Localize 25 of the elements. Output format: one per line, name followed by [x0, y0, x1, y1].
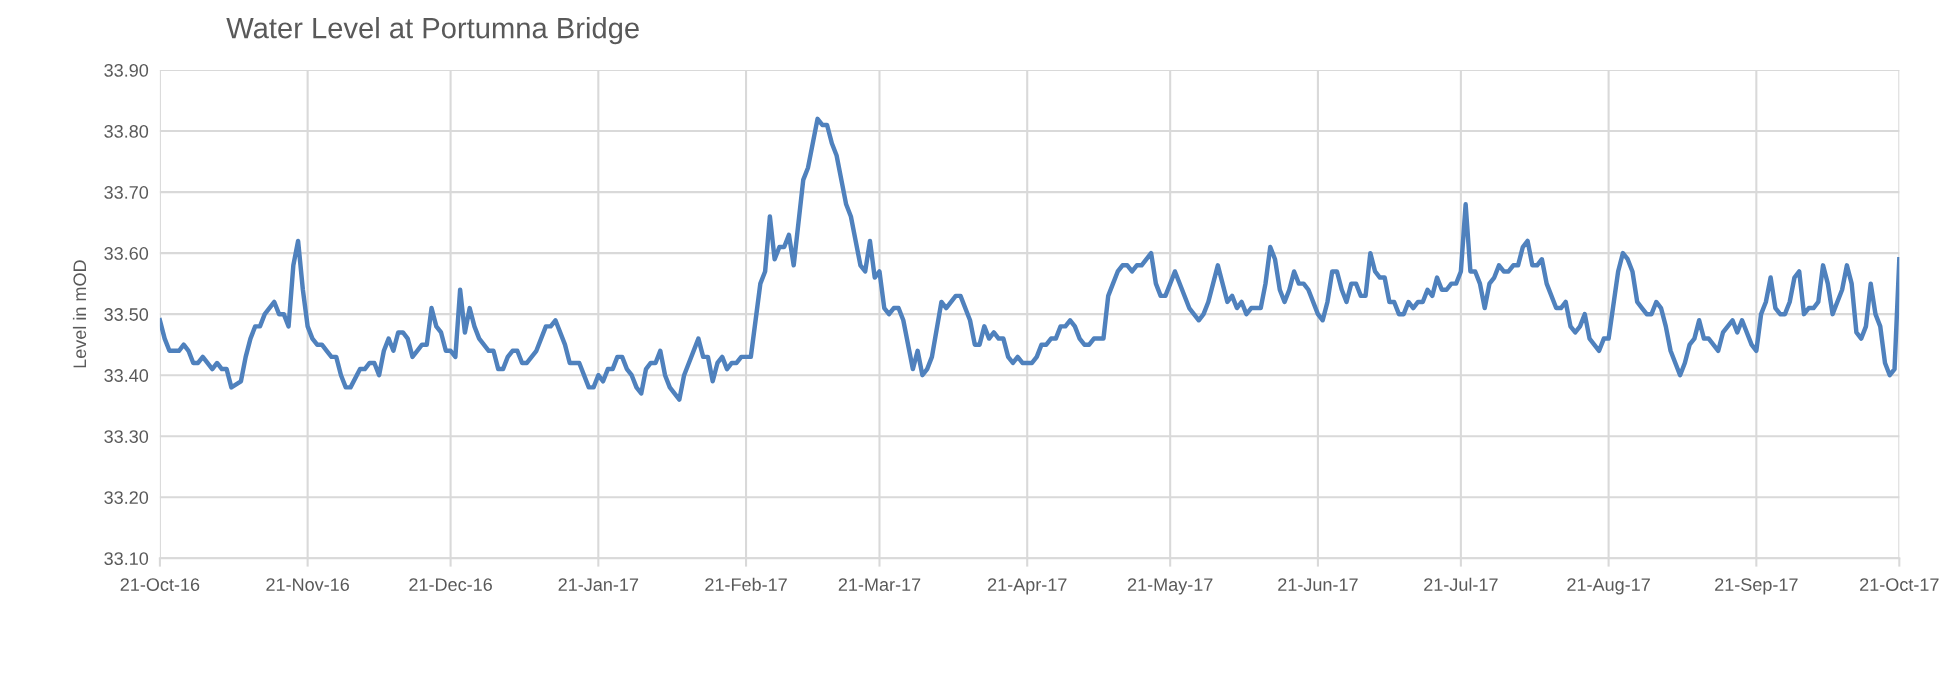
- x-tick-label: 21-Oct-16: [120, 578, 200, 591]
- x-tick-label: 21-Aug-17: [1567, 578, 1650, 595]
- y-tick-label: 33.80: [104, 125, 149, 138]
- y-tick-label: 33.30: [104, 430, 149, 443]
- x-tick-label: 21-Dec-16: [409, 578, 492, 591]
- y-tick-label: 33.50: [104, 308, 149, 321]
- x-tick-label: 21-Jul-17: [1424, 577, 1498, 591]
- y-axis-title: Level in mOD: [72, 260, 87, 368]
- y-tick-label: 33.90: [104, 63, 149, 77]
- x-tick-label: 21-Oct-17: [1860, 578, 1939, 591]
- x-tick-label: 21-May-17: [1127, 578, 1213, 595]
- x-tick-label: 21-Apr-17: [987, 578, 1067, 595]
- chart-title: Water Level at Portumna Bridge: [226, 17, 639, 45]
- x-tick-label: 21-Feb-17: [705, 577, 787, 591]
- x-tick-label: 21-Sep-17: [1715, 578, 1798, 595]
- x-tick-label: 21-Jan-17: [558, 578, 639, 591]
- x-tick-label: 21-Nov-16: [266, 578, 349, 591]
- line-series: [159, 116, 1900, 402]
- x-tick-label: 21-Mar-17: [838, 578, 921, 591]
- y-tick-label: 33.40: [104, 369, 149, 382]
- y-tick-label: 33.70: [104, 186, 149, 199]
- y-tick-label: 33.20: [104, 491, 149, 504]
- y-tick-label: 33.60: [104, 247, 149, 260]
- x-tick-label: 21-Jun-17: [1278, 578, 1358, 591]
- y-tick-label: 33.10: [104, 552, 149, 565]
